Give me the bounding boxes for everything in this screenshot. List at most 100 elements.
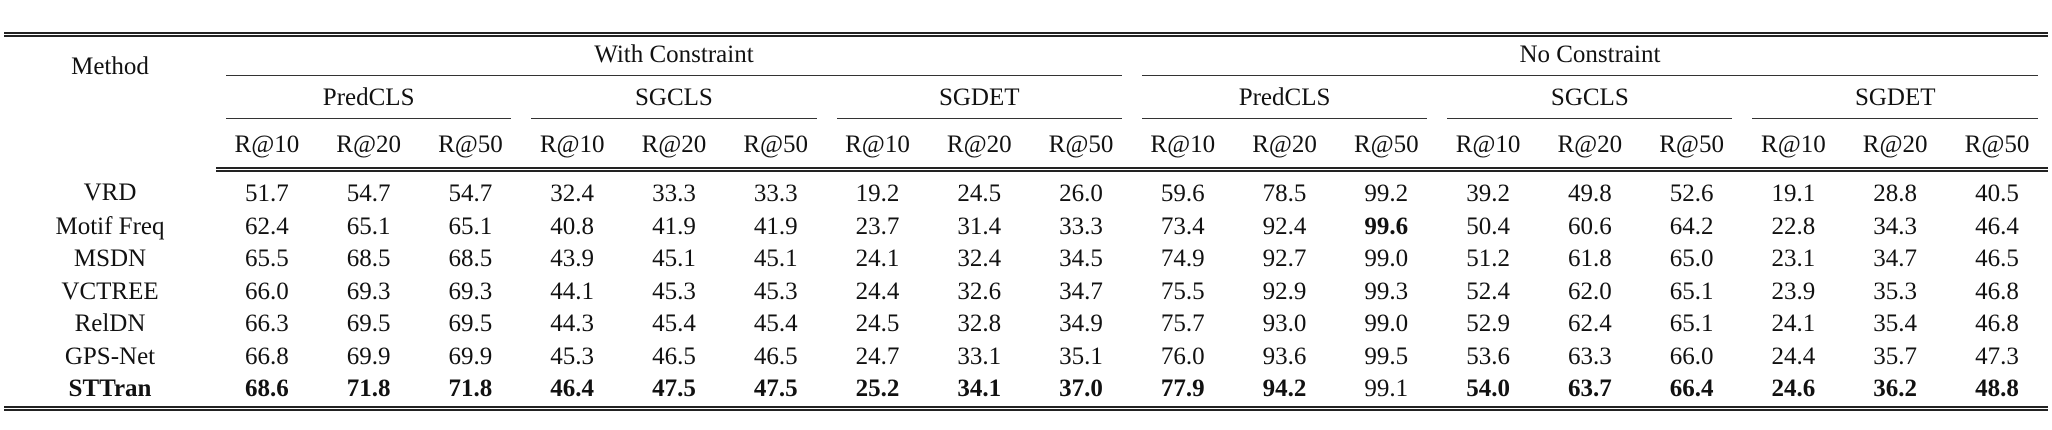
cell: 62.0 xyxy=(1567,277,1612,305)
cell: 60.6 xyxy=(1567,212,1612,240)
cell: 99.1 xyxy=(1335,373,1438,411)
cell: 99.5 xyxy=(1364,342,1409,370)
cell: 35.7 xyxy=(1873,342,1917,370)
subgroup-header: SGDET xyxy=(827,79,1132,123)
subgroup-header: PredCLS xyxy=(216,79,521,123)
table-head: Method With Constraint No Constraint PredCL… xyxy=(4,32,2048,172)
metric-header: R@20 xyxy=(1233,123,1336,172)
cell: 69.9 xyxy=(448,342,493,370)
subgroup-title: SGCLS xyxy=(531,84,817,119)
cell: 46.5 xyxy=(652,342,696,370)
cell: 69.5 xyxy=(448,310,493,337)
metric-header: R@10 xyxy=(521,123,624,172)
cell: 26.0 xyxy=(1059,180,1103,207)
metric-header: R@10 xyxy=(826,123,929,172)
cell: 25.2 xyxy=(826,373,929,411)
cell: 99.0 xyxy=(1364,245,1409,272)
results-table: Method With Constraint No Constraint PredCL… xyxy=(4,32,2048,411)
metric-header: R@20 xyxy=(623,123,725,172)
subgroup-header: SGDET xyxy=(1742,79,2048,123)
cell: 34.7 xyxy=(1059,277,1103,305)
cell: 46.8 xyxy=(1975,277,2019,305)
cell: 59.6 xyxy=(1160,180,1205,207)
cell: 45.3 xyxy=(753,277,798,305)
cell: 76.0 xyxy=(1160,342,1205,370)
cell: 19.2 xyxy=(855,180,900,207)
table-row: GPS-Net 66.8 69.9 69.9 45.3 46.5 46.5 24.7 33.1 3… xyxy=(4,341,2048,374)
cell: 46.5 xyxy=(1975,245,2019,272)
cell: 32.4 xyxy=(550,180,595,207)
cell: 50.4 xyxy=(1466,212,1510,240)
cell: 99.0 xyxy=(1364,310,1409,337)
cell: 33.3 xyxy=(1059,212,1103,240)
cell: 44.3 xyxy=(550,310,595,337)
table-row: VRD 51.7 54.7 54.7 32.4 33.3 33.3 19.2 24.5 26.0 5… xyxy=(4,170,2048,211)
subgroup-header: SGCLS xyxy=(521,79,826,123)
cell: 69.9 xyxy=(346,342,391,370)
cell: 33.1 xyxy=(957,342,1002,370)
method-name: VRD xyxy=(83,178,137,206)
cell: 24.6 xyxy=(1742,373,1845,411)
cell: 65.1 xyxy=(448,212,493,240)
cell: 68.6 xyxy=(216,373,318,411)
cell: 46.4 xyxy=(521,373,624,411)
cell: 99.3 xyxy=(1364,277,1409,305)
metric-header: R@50 xyxy=(419,123,522,172)
cell: 44.1 xyxy=(550,277,595,305)
metric-header: R@10 xyxy=(216,123,318,172)
cell: 34.1 xyxy=(928,373,1031,411)
subgroup-header: PredCLS xyxy=(1132,79,1437,123)
cell: 23.7 xyxy=(855,212,900,240)
cell: 65.1 xyxy=(1669,277,1714,305)
metric-header: R@10 xyxy=(1437,123,1539,172)
cell: 49.8 xyxy=(1567,180,1612,207)
method-header: Method xyxy=(4,32,216,170)
subgroup-header: SGCLS xyxy=(1437,79,1742,123)
cell: 40.8 xyxy=(550,212,595,240)
cell: 69.3 xyxy=(448,277,493,305)
cell: 54.7 xyxy=(346,180,391,207)
cell: 93.0 xyxy=(1262,310,1307,337)
cell: 24.4 xyxy=(1771,342,1816,370)
cell: 45.3 xyxy=(652,277,696,305)
cell: 75.7 xyxy=(1160,310,1205,337)
metric-header: R@20 xyxy=(317,123,420,172)
cell: 24.4 xyxy=(855,277,900,305)
cell: 41.9 xyxy=(652,212,696,240)
group-title: With Constraint xyxy=(226,41,1122,76)
table-row: STTran 68.6 71.8 71.8 46.4 47.5 47.5 25.2 34.1 37… xyxy=(4,373,2048,411)
cell: 62.4 xyxy=(1567,310,1612,337)
cell: 40.5 xyxy=(1975,180,2019,207)
cell: 32.4 xyxy=(957,245,1002,272)
group-title: No Constraint xyxy=(1141,41,2038,76)
cell: 34.7 xyxy=(1873,245,1917,272)
cell: 24.1 xyxy=(1771,310,1816,337)
cell: 35.1 xyxy=(1059,342,1103,370)
cell: 63.7 xyxy=(1538,373,1641,411)
cell: 45.4 xyxy=(753,310,798,337)
cell: 71.8 xyxy=(419,373,522,411)
cell: 74.9 xyxy=(1160,245,1205,272)
subgroup-title: PredCLS xyxy=(226,84,512,119)
group-header: No Constraint xyxy=(1131,32,2048,79)
cell: 92.7 xyxy=(1262,245,1307,272)
cell: 47.5 xyxy=(724,373,827,411)
group-header: With Constraint xyxy=(216,32,1132,79)
metric-header: R@50 xyxy=(1030,123,1132,172)
cell: 45.1 xyxy=(753,245,798,272)
table-row: VCTREE 66.0 69.3 69.3 44.1 45.3 45.3 24.4 32.6 34… xyxy=(4,276,2048,309)
cell: 41.9 xyxy=(753,212,798,240)
cell: 31.4 xyxy=(957,212,1002,240)
cell: 28.8 xyxy=(1873,180,1917,207)
cell: 92.9 xyxy=(1262,277,1307,305)
cell: 99.2 xyxy=(1364,180,1409,207)
cell: 92.4 xyxy=(1262,212,1307,240)
cell: 54.0 xyxy=(1437,373,1539,411)
cell: 34.5 xyxy=(1059,245,1103,272)
cell: 33.3 xyxy=(753,180,798,207)
method-name: RelDN xyxy=(74,310,146,337)
cell: 53.6 xyxy=(1466,342,1510,370)
metric-header: R@20 xyxy=(1844,123,1947,172)
cell: 61.8 xyxy=(1567,245,1612,272)
cell: 71.8 xyxy=(317,373,420,411)
